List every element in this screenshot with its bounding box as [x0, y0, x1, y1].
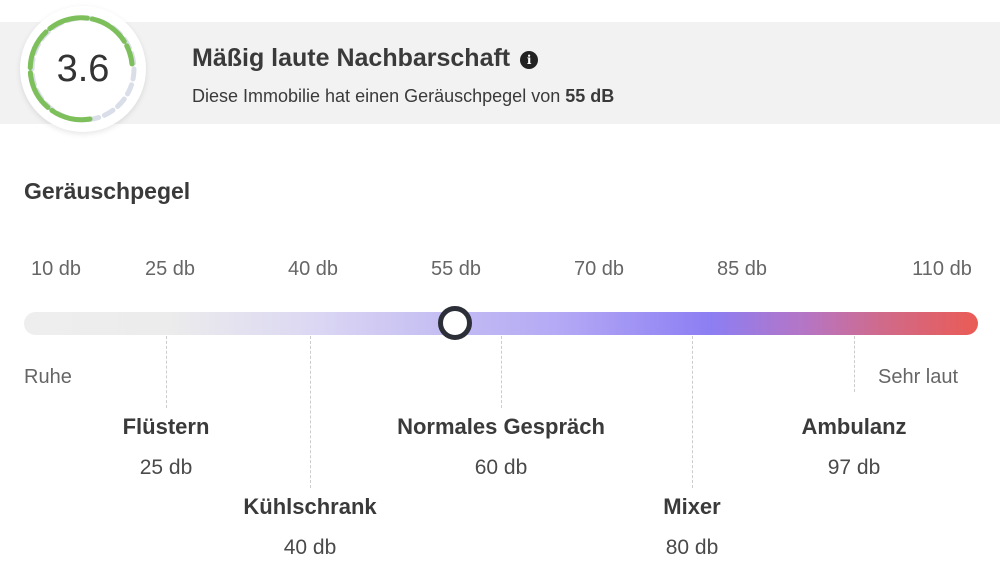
tick-label: 85 db [716, 258, 768, 280]
score-value: 3.6 [56, 47, 110, 90]
tick-label: 55 db [430, 258, 482, 280]
noise-summary-value: 55 dB [565, 86, 615, 106]
noise-scale-track [24, 312, 978, 335]
reference-name: Flüstern [122, 414, 210, 439]
reference-value: 80 db [665, 536, 719, 559]
scale-max-label: Sehr laut [878, 366, 959, 388]
title-row: Mäßig laute Nachbarschaft i [192, 44, 539, 73]
current-level-marker [438, 306, 472, 340]
tick-label: 110 db [912, 258, 972, 280]
info-icon[interactable]: i [520, 50, 539, 69]
scale-title: Geräuschpegel [24, 178, 191, 204]
noise-summary: Diese Immobilie hat einen Geräuschpegel … [192, 86, 614, 107]
reference-marker-line [854, 336, 855, 392]
tick-label: 25 db [144, 258, 196, 280]
reference-name: Ambulanz [801, 414, 907, 439]
noise-summary-text: Diese Immobilie hat einen Geräuschpegel … [192, 86, 561, 106]
reference-marker-line [310, 336, 311, 488]
reference-value: 25 db [139, 456, 193, 479]
reference-value: 40 db [283, 536, 337, 559]
summary-header [0, 22, 1000, 124]
reference-marker-line [166, 336, 167, 408]
reference-name: Kühlschrank [243, 494, 377, 519]
tick-label: 70 db [573, 258, 625, 280]
reference-name: Normales Gespräch [397, 414, 605, 439]
reference-marker-line [501, 336, 502, 408]
scale-min-label: Ruhe [24, 366, 72, 388]
reference-value: 97 db [827, 456, 881, 479]
score-gauge-arc [27, 15, 137, 123]
reference-name: Mixer [663, 494, 721, 519]
page-title: Mäßig laute Nachbarschaft [192, 44, 511, 72]
score-gauge: 3.6 [20, 6, 146, 132]
tick-label: 40 db [287, 258, 339, 280]
reference-value: 60 db [474, 456, 528, 479]
reference-marker-line [692, 336, 693, 488]
tick-label: 10 db [30, 258, 82, 280]
